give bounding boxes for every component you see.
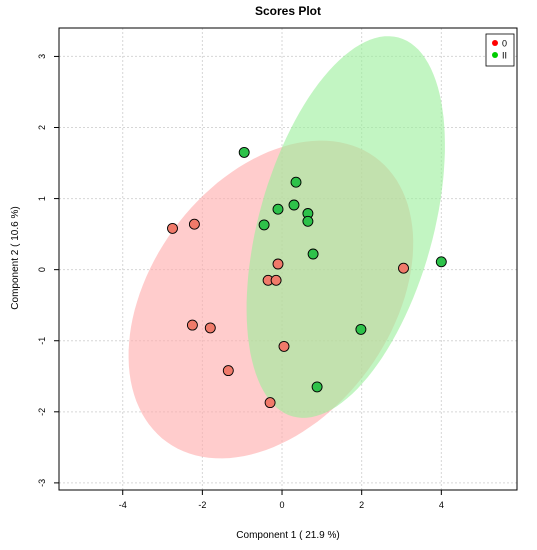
data-point-series-II (288, 199, 300, 211)
data-point-series-0 (398, 262, 409, 274)
data-point-series-0 (270, 274, 282, 286)
legend-marker-0 (492, 40, 498, 46)
legend-label-0: 0 (502, 39, 507, 49)
x-tick-label: -2 (198, 500, 206, 510)
y-tick-label: 1 (37, 196, 47, 201)
y-tick-label: -1 (37, 337, 47, 345)
legend-marker-II (492, 52, 498, 58)
data-point-series-II (355, 323, 367, 335)
data-point-series-0 (264, 397, 276, 409)
data-point-series-II (302, 215, 314, 227)
chart-title: Scores Plot (255, 4, 321, 18)
y-tick-label: 0 (37, 267, 47, 272)
legend-label-II: II (502, 51, 507, 61)
data-point-series-II (272, 203, 284, 215)
y-tick-label: -2 (37, 408, 47, 416)
data-point-series-II (435, 256, 447, 268)
data-point-series-II (290, 176, 302, 188)
data-point-series-0 (167, 222, 178, 234)
data-point-series-0 (204, 322, 216, 334)
legend-box (485, 33, 515, 67)
data-point-series-II (311, 381, 323, 393)
plot-frame (58, 27, 518, 491)
y-tick-label: -3 (37, 479, 47, 487)
y-axis-label: Component 2 ( 10.6 %) (10, 206, 21, 309)
data-point-series-0 (222, 365, 234, 377)
legend: 0 II (485, 33, 515, 67)
data-point-series-0 (272, 258, 284, 270)
y-tick-label: 3 (37, 54, 47, 59)
y-axis-ticks: -3 -2 -1 0 1 2 3 (37, 54, 59, 487)
x-tick-label: 0 (280, 500, 285, 510)
x-tick-label: 2 (359, 500, 364, 510)
y-tick-label: 2 (37, 125, 47, 130)
data-point-series-0 (278, 340, 290, 352)
confidence-ellipses (128, 36, 445, 459)
data-point-series-II (258, 219, 270, 231)
data-point-series-0 (186, 319, 198, 331)
x-tick-label: -4 (119, 500, 127, 510)
data-point-series-0 (188, 218, 200, 230)
data-point-series-II (238, 146, 250, 158)
data-point-series-II (307, 248, 319, 260)
x-axis-ticks: -4 -2 0 2 4 (119, 490, 444, 510)
data-points (167, 146, 447, 409)
x-axis-label: Component 1 ( 21.9 %) (236, 530, 339, 541)
x-tick-label: 4 (439, 500, 444, 510)
ellipse-series-II (246, 36, 445, 418)
